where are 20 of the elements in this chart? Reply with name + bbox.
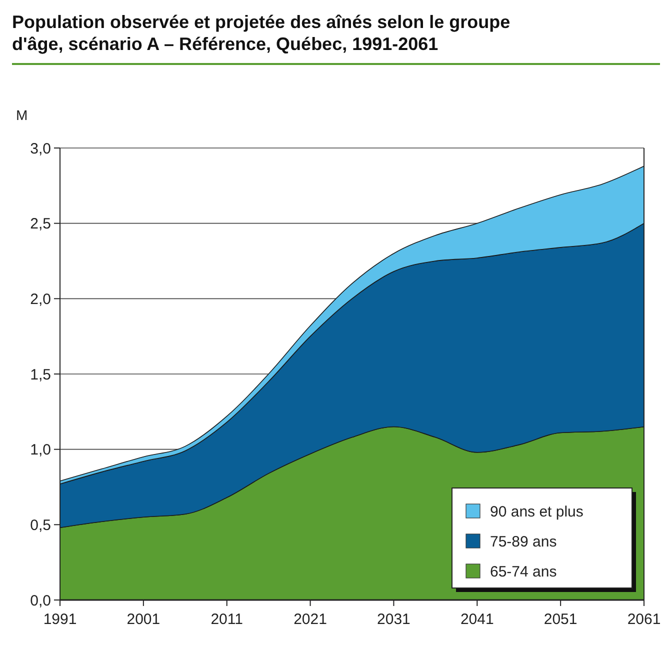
y-tick-label: 2,0 <box>30 290 51 308</box>
y-tick-label: 1,5 <box>30 366 51 384</box>
y-tick-label: 0,0 <box>30 592 51 610</box>
y-tick-label: 3,0 <box>30 140 51 158</box>
y-tick-label: 0,5 <box>30 516 51 534</box>
y-tick-label: 2,5 <box>30 216 51 233</box>
x-tick-label: 2041 <box>460 611 494 628</box>
x-tick-label: 2001 <box>126 611 160 628</box>
legend-label: 90 ans et plus <box>490 503 584 520</box>
legend-label: 65-74 ans <box>490 563 557 580</box>
x-tick-label: 2031 <box>377 611 410 628</box>
x-tick-label: 1991 <box>43 611 77 628</box>
y-tick-label: 1,0 <box>30 442 51 459</box>
y-axis-title: M <box>16 107 28 123</box>
x-tick-label: 2061 <box>627 611 661 628</box>
x-tick-label: 2021 <box>294 611 327 628</box>
chart-title: Population observée et projetée des aînés selon le groupe d'âge, scénario A – Référence, Québec, 1991-2061 <box>12 12 510 54</box>
legend-label: 75-89 ans <box>490 533 557 550</box>
x-tick-label: 2011 <box>210 611 243 628</box>
x-tick-label: 2051 <box>544 611 578 628</box>
